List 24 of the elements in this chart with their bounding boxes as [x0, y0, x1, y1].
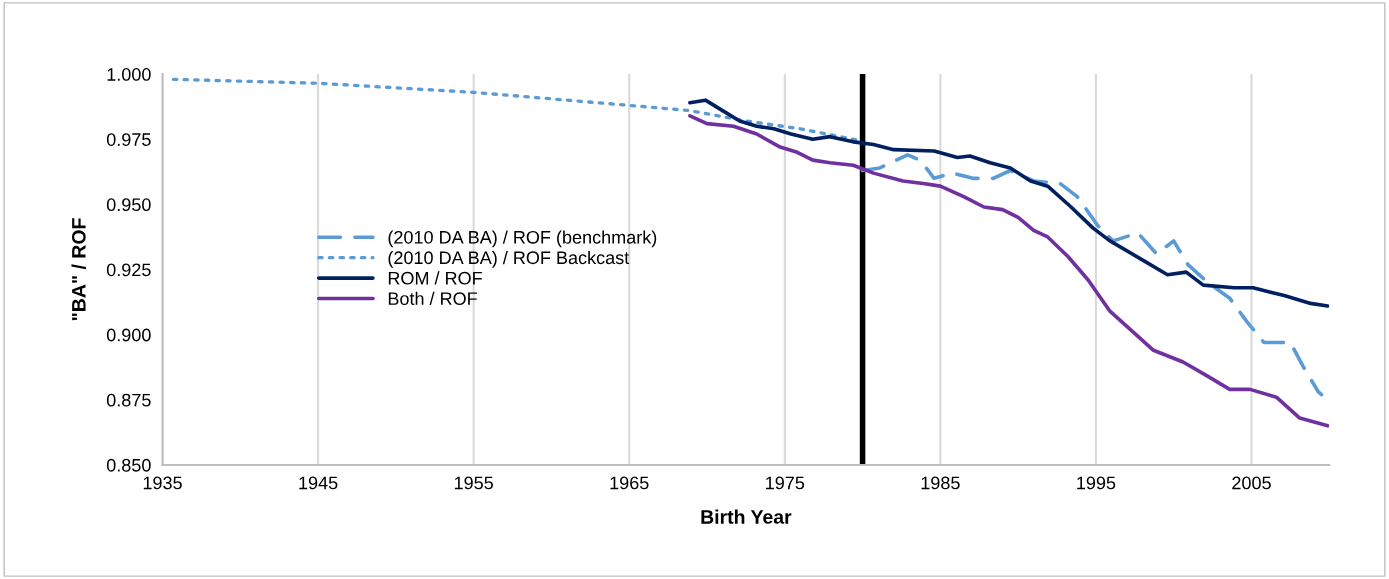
- y-tick-label: 0.900: [106, 328, 151, 342]
- legend-label: ROM / ROF: [388, 271, 482, 285]
- x-tick-label: 2005: [1232, 476, 1271, 490]
- line-series: [688, 98, 1330, 308]
- y-tick-label: 0.950: [106, 198, 151, 212]
- legend-label: (2010 DA BA) / ROF (benchmark): [388, 230, 657, 248]
- line-series: [860, 153, 1324, 397]
- y-axis-title: "BA" / ROF: [71, 218, 86, 321]
- y-tick-label: 0.975: [106, 133, 151, 146]
- x-axis-title: Birth Year: [701, 509, 792, 524]
- x-tick-label: 1935: [143, 476, 182, 490]
- y-tick-label: 0.925: [106, 263, 151, 277]
- line-series: [688, 113, 1330, 428]
- x-tick-label: 1975: [766, 476, 805, 490]
- x-tick-label: 1995: [1077, 476, 1116, 490]
- legend-label: Both / ROF: [388, 291, 477, 306]
- legend-label: (2010 DA BA) / ROF Backcast: [388, 250, 630, 268]
- x-tick-label: 1955: [454, 476, 493, 490]
- x-tick-label: 1945: [299, 476, 338, 490]
- y-tick-label: 1.000: [107, 68, 151, 81]
- x-tick-label: 1985: [921, 476, 960, 490]
- y-tick-label: 0.875: [106, 393, 151, 407]
- x-tick-label: 1965: [610, 476, 649, 490]
- y-tick-label: 0.850: [106, 458, 151, 472]
